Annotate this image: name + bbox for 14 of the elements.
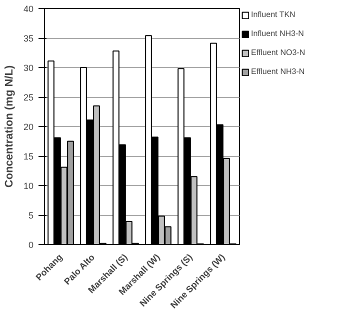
y-axis-title: Concentration (mg N/L) [3,65,16,188]
y-tick-label: 35 [23,34,34,44]
y-tick-label: 0 [28,240,34,250]
y-tick-label: 25 [23,92,34,102]
legend-label: Effluent NH3-N [251,67,305,76]
y-tick-label: 15 [23,152,34,162]
y-tick-label: 40 [23,4,34,14]
y-tick-label: 20 [23,122,34,132]
legend-label: Influent NH3-N [251,29,304,38]
legend-label: Influent TKN [251,10,296,19]
legend-label: Effluent NO3-N [251,48,306,57]
y-tick-label: 30 [23,63,34,73]
y-tick-label: 10 [23,181,34,191]
y-tick-label: 5 [28,210,34,220]
